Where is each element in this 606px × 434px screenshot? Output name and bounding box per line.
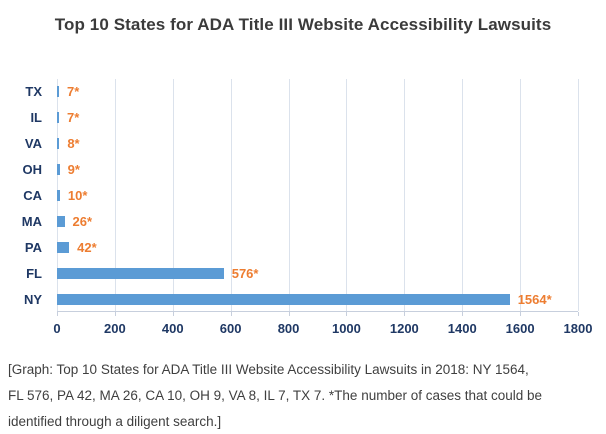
category-axis: TX IL VA OH CA MA PA FL NY <box>0 79 48 312</box>
category-label: FL <box>26 265 42 281</box>
bar-row: 10* <box>57 183 578 209</box>
x-tick-label: 1400 <box>447 321 477 336</box>
bar <box>57 267 224 279</box>
gridline <box>346 79 348 311</box>
bar-row: 7* <box>57 105 578 131</box>
value-label: 26* <box>72 213 93 229</box>
value-label: 8* <box>67 136 80 152</box>
value-label: 42* <box>77 239 97 255</box>
axis-tick <box>172 312 174 316</box>
gridline <box>230 79 232 311</box>
value-label: 9* <box>67 162 80 178</box>
axis-tick <box>404 312 406 316</box>
category-label: IL <box>30 110 42 126</box>
axis-tick <box>288 312 290 316</box>
bar-row: 1564* <box>57 286 578 312</box>
x-tick-label: 800 <box>277 321 300 336</box>
x-tick-label: 1600 <box>505 321 535 336</box>
bar <box>57 86 60 98</box>
bar <box>57 215 65 227</box>
bar-row: 26* <box>57 208 578 234</box>
caption-line: identified through a diligent search.] <box>8 414 222 429</box>
bar <box>57 293 510 305</box>
gridline <box>578 79 579 311</box>
x-tick-label: 1800 <box>563 321 593 336</box>
category-label: VA <box>24 136 42 152</box>
axis-tick <box>114 312 116 316</box>
caption-line: FL 576, PA 42, MA 26, CA 10, OH 9, VA 8,… <box>8 388 543 403</box>
x-tick-label: 400 <box>161 321 184 336</box>
category-label: OH <box>22 162 43 178</box>
gridline <box>520 79 522 311</box>
bar <box>57 138 60 150</box>
category-label: PA <box>24 239 42 255</box>
bar-row: 7* <box>57 79 578 105</box>
gridline <box>462 79 464 311</box>
x-axis: 0 200 400 600 800 1000 1200 1400 1600 1800 <box>53 321 592 339</box>
gridline <box>172 79 174 311</box>
x-tick-label: 600 <box>219 321 242 336</box>
axis-tick <box>578 312 579 316</box>
axis-tick <box>57 312 58 316</box>
x-tick-label: 1200 <box>389 321 419 336</box>
value-label: 1564* <box>517 291 552 307</box>
category-label: MA <box>21 213 42 229</box>
value-label: 576* <box>231 265 259 281</box>
caption-line: [Graph: Top 10 States for ADA Title III … <box>8 362 529 377</box>
bar-row: 576* <box>57 260 578 286</box>
x-tick-label: 0 <box>53 321 61 336</box>
caption: [Graph: Top 10 States for ADA Title III … <box>8 357 604 434</box>
axis-tick <box>462 312 464 316</box>
value-label: 7* <box>67 110 80 126</box>
axis-tick <box>520 312 522 316</box>
gridline <box>288 79 290 311</box>
value-label: 7* <box>67 84 80 100</box>
category-label: CA <box>23 188 42 203</box>
axis-tick <box>230 312 232 316</box>
plot-area: 7* 7* 8* 9* 10* 26* 42* 576* 1564* <box>57 79 579 316</box>
x-tick-label: 1000 <box>331 321 361 336</box>
bar-row: 9* <box>57 157 578 183</box>
chart-title: Top 10 States for ADA Title III Website … <box>54 15 552 34</box>
gridline <box>114 79 116 311</box>
gridline <box>404 79 406 311</box>
category-label: TX <box>25 84 42 100</box>
bar-row: 42* <box>57 234 578 260</box>
bar-row: 8* <box>57 131 578 157</box>
bar <box>57 189 60 201</box>
x-tick-label: 200 <box>104 321 126 336</box>
bar <box>57 112 60 124</box>
bar <box>57 241 70 253</box>
axis-tick <box>346 312 348 316</box>
value-label: 10* <box>67 187 88 203</box>
category-label: NY <box>23 291 42 307</box>
bar <box>57 164 60 176</box>
